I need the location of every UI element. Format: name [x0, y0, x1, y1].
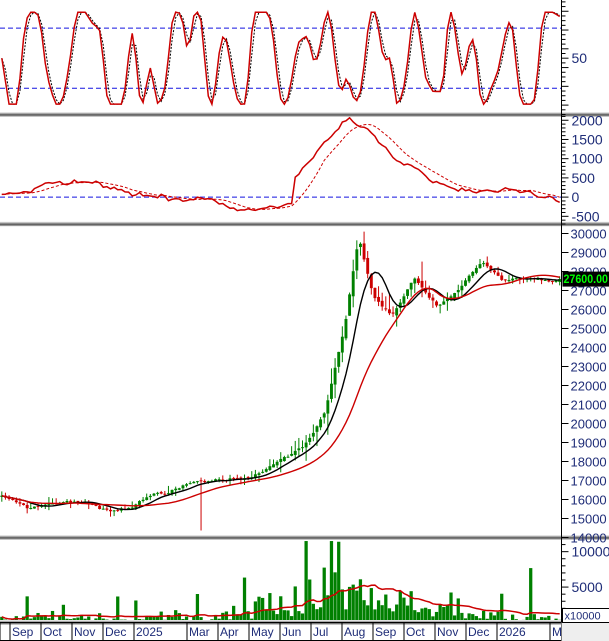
svg-text:25000: 25000	[571, 322, 607, 337]
svg-text:2025: 2025	[136, 625, 163, 639]
svg-text:1500: 1500	[572, 131, 603, 147]
svg-text:18000: 18000	[571, 455, 607, 470]
svg-text:Sep: Sep	[375, 625, 397, 639]
svg-text:50: 50	[572, 50, 588, 66]
svg-text:M: M	[552, 625, 562, 639]
svg-text:21000: 21000	[571, 398, 607, 413]
svg-text:Oct: Oct	[406, 625, 425, 639]
svg-text:Jul: Jul	[313, 625, 328, 639]
svg-text:1000: 1000	[572, 151, 603, 167]
svg-text:x10000: x10000	[565, 611, 601, 623]
svg-text:24000: 24000	[571, 341, 607, 356]
svg-text:0: 0	[572, 189, 580, 205]
svg-text:19000: 19000	[571, 436, 607, 451]
svg-text:Jun: Jun	[282, 625, 301, 639]
svg-text:10000: 10000	[572, 544, 609, 560]
svg-text:30000: 30000	[571, 227, 607, 242]
svg-text:Apr: Apr	[220, 625, 239, 639]
svg-text:5000: 5000	[572, 579, 603, 595]
svg-text:Dec: Dec	[105, 625, 126, 639]
svg-text:Nov: Nov	[74, 625, 95, 639]
svg-text:Aug: Aug	[344, 625, 365, 639]
svg-text:Sep: Sep	[12, 625, 34, 639]
svg-text:500: 500	[572, 170, 596, 186]
svg-text:Dec: Dec	[468, 625, 489, 639]
svg-text:Mar: Mar	[189, 625, 210, 639]
svg-text:23000: 23000	[571, 360, 607, 375]
svg-text:Oct: Oct	[43, 625, 62, 639]
svg-text:20000: 20000	[571, 417, 607, 432]
svg-text:2000: 2000	[572, 112, 603, 128]
svg-text:16000: 16000	[571, 493, 607, 508]
svg-text:29000: 29000	[571, 246, 607, 261]
svg-text:Nov: Nov	[437, 625, 458, 639]
svg-text:2026: 2026	[499, 625, 526, 639]
svg-text:27600.00: 27600.00	[564, 272, 609, 286]
svg-text:May: May	[251, 625, 274, 639]
svg-text:15000: 15000	[571, 512, 607, 527]
svg-text:-500: -500	[572, 208, 600, 224]
svg-text:26000: 26000	[571, 303, 607, 318]
svg-text:17000: 17000	[571, 474, 607, 489]
svg-text:22000: 22000	[571, 379, 607, 394]
